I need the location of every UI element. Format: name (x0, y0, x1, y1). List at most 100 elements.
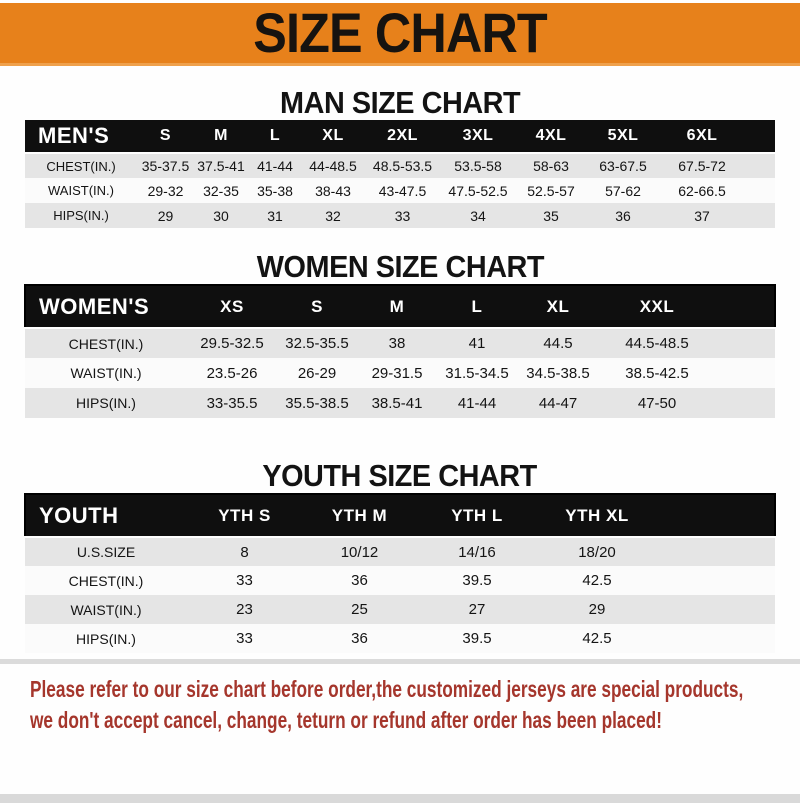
column-header-cell: L (471, 296, 483, 316)
size-value-cell: 48.5-53.5 (372, 158, 433, 174)
size-value-cell: 29.5-32.5 (200, 335, 264, 352)
women-size-table: WOMEN'S XS S M L XL XXL CHEST(IN.) 29.5-… (24, 284, 776, 418)
size-value-cell: 35.5-38.5 (285, 394, 349, 412)
size-value-cell: 32-35 (203, 182, 239, 199)
row-label-cell: HIPS(IN.) (76, 395, 136, 411)
size-value-cell: 30 (213, 207, 229, 224)
men-waist-row: WAIST(IN.) 29-32 32-35 35-38 38-43 43-47… (25, 178, 775, 203)
column-header-cell: M (389, 296, 405, 316)
size-value-cell: 29 (157, 207, 174, 224)
column-header-cell: XS (220, 296, 244, 316)
row-label-cell: CHEST(IN.) (68, 572, 144, 589)
size-value-cell: 37 (694, 207, 710, 224)
size-value-cell: 58-63 (533, 158, 569, 174)
size-value-cell: 29-31.5 (371, 364, 423, 382)
size-value-cell: 63-67.5 (599, 158, 647, 174)
column-header-cell: YTH XL (565, 505, 629, 525)
spacer-cell (715, 358, 775, 388)
column-header-cell: S (311, 296, 323, 316)
spacer-cell (657, 624, 775, 653)
size-value-cell: 29-32 (147, 182, 184, 199)
size-value-cell: 41-44 (257, 158, 293, 174)
order-note-line-2: we don't accept cancel, change, teturn o… (30, 707, 662, 733)
spacer-cell (715, 285, 775, 328)
size-value-cell: 39.5 (462, 630, 492, 647)
size-value-cell: 36 (615, 207, 631, 224)
spacer-cell (657, 595, 775, 624)
spacer-cell (745, 203, 775, 228)
column-header-cell: 3XL (462, 127, 494, 144)
row-label-cell: WAIST(IN.) (70, 365, 142, 381)
size-value-cell: 62-66.5 (678, 182, 726, 199)
men-table-label: MEN'S (38, 123, 110, 148)
men-header-row: MEN'S S M L XL 2XL 3XL 4XL 5XL 6XL (25, 120, 775, 153)
size-value-cell: 35-38 (257, 182, 293, 199)
spacer-cell (745, 153, 775, 178)
size-value-cell: 67.5-72 (678, 158, 726, 174)
section-divider (0, 659, 800, 664)
column-header-cell: 2XL (387, 127, 418, 144)
size-value-cell: 35-37.5 (141, 158, 190, 174)
spacer-cell (657, 537, 775, 566)
column-header-cell: YTH S (218, 505, 271, 525)
row-label-cell: WAIST(IN.) (70, 601, 142, 618)
size-value-cell: 44.5 (543, 335, 573, 352)
row-label-cell: U.S.SIZE (76, 544, 136, 560)
spacer-cell (745, 178, 775, 203)
size-value-cell: 33 (236, 630, 253, 647)
youth-header-row: YOUTH YTH S YTH M YTH L YTH XL (25, 494, 775, 537)
size-value-cell: 26-29 (297, 364, 337, 382)
women-section-heading: WOMEN SIZE CHART (0, 249, 800, 284)
youth-section-heading: YOUTH SIZE CHART (0, 458, 800, 493)
column-header-cell: YTH M (331, 505, 388, 525)
size-value-cell: 47.5-52.5 (448, 182, 508, 199)
size-value-cell: 29 (588, 601, 606, 618)
men-hips-row: HIPS(IN.) 29 30 31 32 33 34 35 36 37 (25, 203, 775, 228)
size-value-cell: 57-62 (605, 182, 641, 199)
size-value-cell: 32.5-35.5 (285, 335, 349, 352)
size-value-cell: 39.5 (462, 572, 492, 589)
size-value-cell: 34 (470, 207, 486, 224)
men-chest-row: CHEST(IN.) 35-37.5 37.5-41 41-44 44-48.5… (25, 153, 775, 178)
youth-waist-row: WAIST(IN.) 23 25 27 29 (25, 595, 775, 624)
size-value-cell: 53.5-58 (454, 158, 502, 174)
row-label-cell: CHEST(IN.) (68, 335, 144, 352)
row-label-cell: HIPS(IN.) (76, 630, 136, 647)
youth-chest-row: CHEST(IN.) 33 36 39.5 42.5 (25, 566, 775, 595)
youth-table-label: YOUTH (39, 502, 119, 528)
banner-title: SIZE CHART (253, 1, 547, 64)
men-size-table: MEN'S S M L XL 2XL 3XL 4XL 5XL 6XL CHEST… (25, 120, 775, 228)
size-value-cell: 38-43 (315, 182, 351, 199)
size-value-cell: 35 (543, 207, 559, 224)
row-label-cell: HIPS(IN.) (53, 208, 109, 223)
women-chest-row: CHEST(IN.) 29.5-32.5 32.5-35.5 38 41 44.… (25, 328, 775, 358)
spacer-cell (715, 388, 775, 418)
order-note-line-1: Please refer to our size chart before or… (30, 676, 744, 702)
size-chart-banner: SIZE CHART (0, 3, 800, 66)
women-header-row: WOMEN'S XS S M L XL XXL (25, 285, 775, 328)
column-header-cell: M (214, 127, 228, 144)
size-value-cell: 27 (468, 601, 486, 618)
size-value-cell: 33 (394, 207, 411, 224)
men-section-heading-text: MAN SIZE CHART (279, 85, 521, 120)
bottom-edge-strip (0, 794, 800, 803)
size-value-cell: 52.5-57 (527, 182, 575, 199)
size-value-cell: 42.5 (582, 630, 612, 647)
size-value-cell: 43-47.5 (378, 182, 427, 199)
size-value-cell: 25 (351, 601, 368, 618)
spacer-cell (657, 566, 775, 595)
size-value-cell: 31 (267, 207, 283, 224)
size-value-cell: 36 (351, 572, 368, 589)
spacer-cell (745, 120, 775, 153)
size-value-cell: 31.5-34.5 (445, 364, 509, 382)
size-value-cell: 38 (388, 335, 406, 352)
size-value-cell: 37.5-41 (197, 158, 245, 174)
size-value-cell: 32 (325, 207, 341, 224)
row-label-cell: CHEST(IN.) (46, 158, 116, 174)
youth-section-heading-text: YOUTH SIZE CHART (262, 458, 538, 493)
women-section-heading-text: WOMEN SIZE CHART (256, 249, 544, 284)
size-value-cell: 14/16 (458, 543, 496, 561)
women-hips-row: HIPS(IN.) 33-35.5 35.5-38.5 38.5-41 41-4… (25, 388, 775, 418)
size-value-cell: 38.5-42.5 (625, 364, 689, 382)
size-value-cell: 33 (236, 572, 253, 589)
